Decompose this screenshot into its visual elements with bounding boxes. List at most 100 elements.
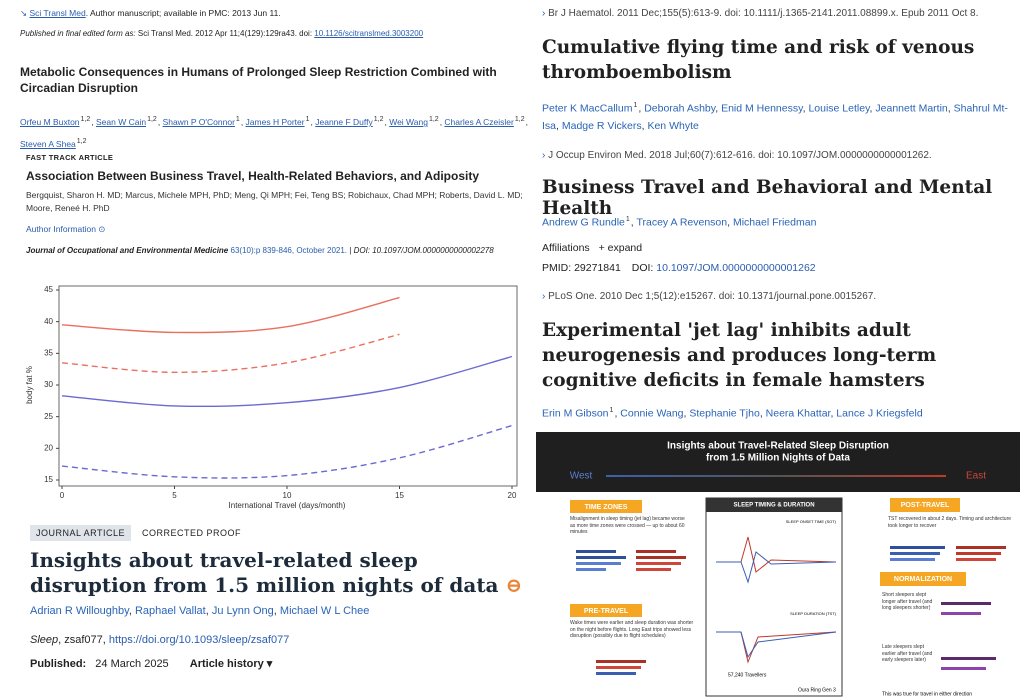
author-info[interactable]: Author Information ⊙ <box>26 224 106 234</box>
author-link[interactable]: Erin M Gibson <box>542 407 609 420</box>
author-link[interactable]: Orfeu M Buxton <box>20 116 80 127</box>
subpanel-title: SLEEP ONSET TIME (SOT) <box>786 519 837 524</box>
affiliation-ref: 1,2 <box>147 116 157 123</box>
panel-title: TIME ZONES <box>585 504 628 511</box>
citation-text: J Occup Environ Med. 2018 Jul;60(7):612-… <box>548 150 932 161</box>
separator: , <box>128 605 135 617</box>
author-link[interactable]: Louise Letley <box>808 102 870 115</box>
citation: › Br J Haematol. 2011 Dec;155(5):613-9. … <box>542 8 979 19</box>
panel-header <box>890 498 960 512</box>
author-link[interactable]: Lance J Kriegsfeld <box>836 407 923 420</box>
author-link[interactable]: Sean W Cain <box>96 116 147 127</box>
line-series <box>61 355 513 408</box>
history-toggle[interactable]: Article history ▾ <box>189 658 273 670</box>
panel-text-box: Wake times were earlier and sleep durati… <box>570 620 694 639</box>
author-link[interactable]: Madge R Vickers <box>561 119 642 132</box>
author-link[interactable]: Peter K MacCallum <box>542 102 633 115</box>
panel-text: Misalignment in sleep timing (jet lag) b… <box>570 516 685 535</box>
line-series <box>61 333 400 374</box>
journal-link[interactable]: Sci Transl Med <box>29 8 86 18</box>
separator: , <box>869 102 876 115</box>
author-link[interactable]: Tracey A Revenson <box>636 216 728 229</box>
author-link[interactable]: Connie Wang <box>620 407 684 420</box>
author-link[interactable]: Jeannett Martin <box>875 102 948 115</box>
citation-text: PLoS One. 2010 Dec 1;5(12):e15267. doi: … <box>548 291 877 302</box>
badges: JOURNAL ARTICLE CORRECTED PROOF <box>30 525 241 541</box>
label: Affiliations <box>542 242 590 254</box>
separator: , <box>830 407 837 420</box>
article-title: Insights about travel-related sleep disr… <box>30 548 523 597</box>
author-link[interactable]: Deborah Ashby <box>644 102 716 115</box>
author-link[interactable]: Raphael Vallat <box>134 605 206 617</box>
affiliations[interactable]: Affiliations + expand <box>542 242 642 254</box>
issue: 63(10):p 839-846, October 2021. <box>230 246 348 255</box>
author-link[interactable]: Ken Whyte <box>647 119 699 132</box>
affiliation-ref: 1 <box>609 407 614 414</box>
panel-text: Wake times were earlier and sleep durati… <box>570 620 694 639</box>
author-link[interactable]: Michael W L Chee <box>279 605 370 617</box>
expand: + expand <box>598 242 643 254</box>
info-subtitle: from 1.5 Million Nights of Data <box>706 453 850 464</box>
separator: , <box>614 407 621 420</box>
authors: Bergquist, Sharon H. MD; Marcus, Michele… <box>26 190 523 213</box>
doi-link[interactable]: https://doi.org/10.1093/sleep/zsaf077 <box>108 634 290 646</box>
author-link[interactable]: Enid M Hennessy <box>721 102 803 115</box>
east-label: East <box>966 471 986 482</box>
journal: Sleep <box>30 634 59 646</box>
separator: , <box>727 216 733 229</box>
bars-post <box>890 546 1006 561</box>
pmid: PMID: 29271841 <box>542 262 621 274</box>
doi-link[interactable]: 10.1097/JOM.0000000000001262 <box>656 262 816 274</box>
separator: , <box>947 102 954 115</box>
curve <box>716 551 837 584</box>
author-link[interactable]: Wei Wang <box>389 116 428 127</box>
y-tick-label: 45 <box>44 285 53 294</box>
author-link[interactable]: Charles A Czeisler <box>444 116 514 127</box>
author-link[interactable]: Shawn P O'Connor <box>162 116 235 127</box>
author-link[interactable]: Ju Lynn Ong <box>211 605 274 617</box>
author-link[interactable]: Shahrul Mt-Isa <box>542 102 1008 132</box>
doi-link[interactable]: 10.1126/scitranslmed.3003200 <box>314 29 424 38</box>
panel-header <box>570 500 642 513</box>
author-link[interactable]: Michael Friedman <box>732 216 817 229</box>
author-link[interactable]: Adrian R Willoughby <box>30 605 129 617</box>
y-tick-label: 40 <box>44 317 53 326</box>
panel-title: NORMALIZATION <box>894 576 952 583</box>
line-series <box>61 296 400 334</box>
author-list: Peter K MacCallum1, Deborah Ashby, Enid … <box>542 97 1012 135</box>
header-band <box>536 432 1020 492</box>
separator: , <box>759 407 766 420</box>
y-tick-label: 20 <box>44 443 53 452</box>
journal: Journal of Occupational and Environmenta… <box>26 246 229 255</box>
article-title: Metabolic Consequences in Humans of Prol… <box>20 65 497 95</box>
bars-east <box>636 550 686 571</box>
y-tick-label: 15 <box>44 475 53 484</box>
affiliation-ref: 1,2 <box>428 116 439 123</box>
doi-label: DOI: <box>631 262 654 274</box>
citation-text: Br J Haematol. 2011 Dec;155(5):613-9. do… <box>548 8 979 19</box>
author-link[interactable]: Neera Khattar <box>765 407 831 420</box>
author-link[interactable]: Steven A Shea <box>20 138 76 149</box>
panel-text-box: Misalignment in sleep timing (jet lag) b… <box>570 516 685 535</box>
author-link[interactable]: James H Porter <box>245 116 305 127</box>
sleep-citation: Sleep, zsaf077, https://doi.org/10.1093/… <box>30 634 289 646</box>
label: Published: <box>30 658 87 670</box>
center-header <box>706 498 842 512</box>
separator: , <box>641 119 648 132</box>
panel-title: POST-TRAVEL <box>901 502 950 509</box>
separator: , <box>205 605 212 617</box>
pmc-line: ↘ Sci Transl Med. Author manuscript; ava… <box>20 8 281 18</box>
author-link[interactable]: Jeanne F Duffy <box>315 116 373 127</box>
separator: , <box>683 407 690 420</box>
center-panel <box>705 497 843 697</box>
published: Published: 24 March 2025 Article history… <box>30 657 272 670</box>
published-line: Published in final edited form as: Sci T… <box>20 29 520 38</box>
separator: , <box>240 116 246 127</box>
author-link[interactable]: Andrew G Rundle <box>542 216 625 229</box>
author-link[interactable]: Stephanie Tjho <box>689 407 760 420</box>
affiliation-ref: 1,2 <box>76 137 87 145</box>
info-title: Insights about Travel-Related Sleep Disr… <box>667 441 889 452</box>
separator: , <box>556 119 562 132</box>
panel-text-box: TST recovered in about 2 days. Timing an… <box>888 516 1011 529</box>
